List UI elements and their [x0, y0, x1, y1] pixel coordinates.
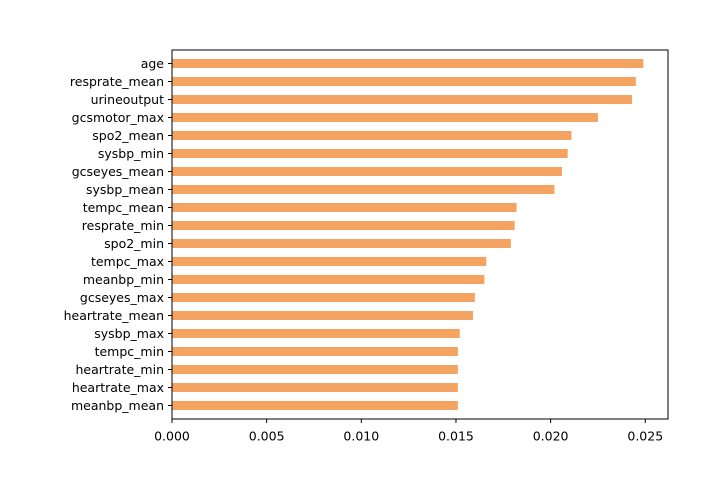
bars-layer — [172, 59, 644, 410]
y-tick-label: heartrate_mean — [64, 308, 164, 323]
x-tick-label: 0.010 — [343, 429, 379, 444]
x-tick-label: 0.025 — [627, 429, 663, 444]
y-tick-label: tempc_min — [95, 344, 164, 359]
x-tick-label: 0.020 — [533, 429, 569, 444]
bar-tempc_max — [172, 257, 487, 266]
y-tick-label: tempc_max — [91, 254, 164, 269]
y-tick-label: resprate_min — [82, 218, 164, 233]
y-axis-ticks: age resprate_mean urineoutput gcsmotor_maxs… — [64, 56, 172, 413]
y-tick-label: urineoutput — [91, 92, 164, 107]
x-tick-label: 0.005 — [249, 429, 285, 444]
y-tick-label: meanbp_min — [83, 272, 164, 287]
bar-sysbp_max — [172, 329, 460, 338]
bar-meanbp_mean — [172, 401, 458, 410]
y-tick-label: sysbp_max — [94, 326, 164, 341]
bar-age — [172, 59, 644, 68]
y-tick-label: gcseyes_mean — [72, 164, 164, 179]
bar-heartrate_mean — [172, 311, 474, 320]
bar-tempc_min — [172, 347, 458, 356]
y-tick-label: age — [141, 56, 165, 71]
y-tick-label: meanbp_mean — [71, 398, 164, 413]
x-tick-label: 0.000 — [154, 429, 190, 444]
bar-spo2_mean — [172, 131, 572, 140]
y-tick-label: gcseyes_max — [80, 290, 164, 305]
x-axis-ticks: 0.000 0.005 0.010 0.015 0.020 0.025 — [154, 419, 663, 444]
y-tick-label: gcsmotor_max — [72, 110, 164, 125]
bar-meanbp_min — [172, 275, 485, 284]
y-tick-label: heartrate_max — [72, 380, 164, 395]
plot-frame — [171, 49, 669, 420]
bar-resprate_mean — [172, 77, 636, 86]
bar-tempc_mean — [172, 203, 517, 212]
bar-sysbp_mean — [172, 185, 555, 194]
y-tick-label: spo2_min — [104, 236, 164, 251]
bar-urineoutput — [172, 95, 633, 104]
y-tick-label: sysbp_mean — [86, 182, 164, 197]
y-tick-label: sysbp_min — [98, 146, 164, 161]
y-tick-label: heartrate_min — [75, 362, 164, 377]
bar-gcseyes_max — [172, 293, 475, 302]
bar-heartrate_max — [172, 383, 458, 392]
y-tick-label: resprate_mean — [70, 74, 164, 89]
y-tick-label: tempc_mean — [83, 200, 164, 215]
bar-heartrate_min — [172, 365, 458, 374]
bar-gcseyes_mean — [172, 167, 562, 176]
bar-resprate_min — [172, 221, 515, 230]
bar-gcsmotor_max — [172, 113, 598, 122]
bar-spo2_min — [172, 239, 511, 248]
bar-sysbp_min — [172, 149, 568, 158]
y-tick-label: spo2_mean — [92, 128, 164, 143]
x-tick-label: 0.015 — [438, 429, 474, 444]
